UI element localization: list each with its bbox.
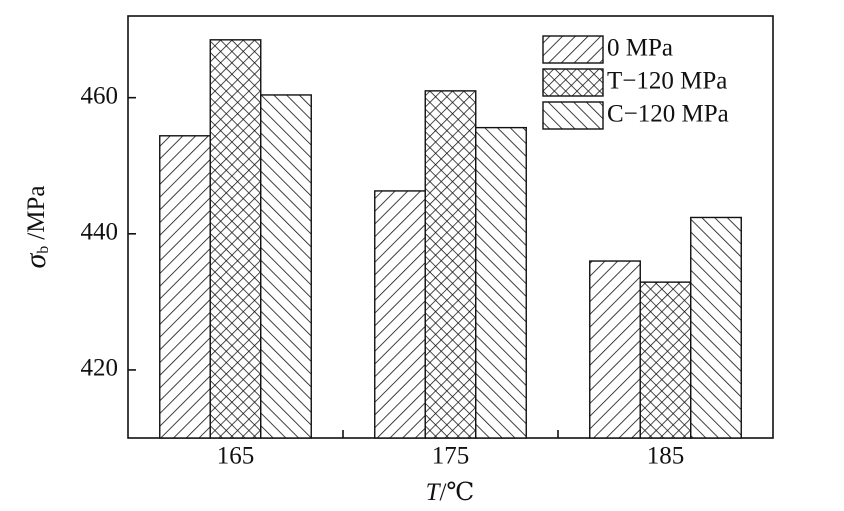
bar [639,281,692,439]
legend-swatch [542,101,604,130]
legend-label: 0 MPa [607,35,673,62]
bar [589,260,641,439]
y-axis-title: σb/MPa [19,186,52,269]
legend-swatch [542,68,604,97]
bar [159,135,211,439]
legend-swatch [542,35,604,64]
x-axis-title: T/℃ [426,479,475,506]
bar [209,39,262,439]
legend-label: C−120 MPa [607,101,729,128]
y-tick-label: 440 [81,219,119,246]
x-tick-label: 165 [217,443,255,470]
legend-label: T−120 MPa [607,68,727,95]
y-tick-label: 420 [81,355,119,382]
x-tick-label: 185 [647,443,685,470]
bar [475,126,527,439]
bar [260,94,312,439]
bar [374,190,426,439]
y-tick-label: 460 [81,82,119,109]
bar [690,216,742,439]
bar [424,90,477,439]
x-tick-label: 175 [432,443,470,470]
